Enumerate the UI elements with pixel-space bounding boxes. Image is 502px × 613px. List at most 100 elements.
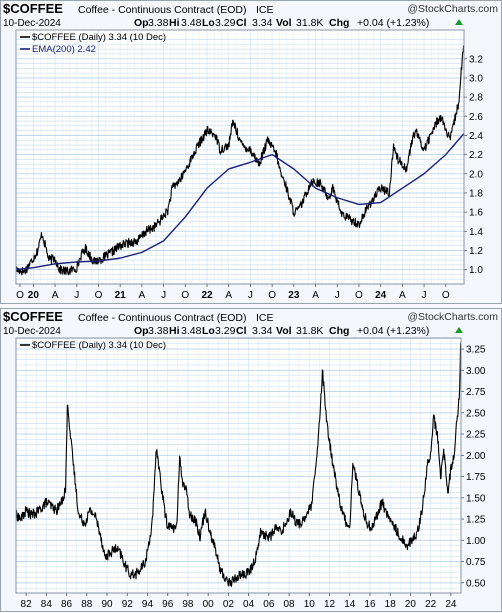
quote-label-vol: Vol xyxy=(276,325,292,337)
quote-label-op: Op xyxy=(134,325,149,337)
x-tick-label: 16 xyxy=(364,599,376,610)
x-tick-label: 92 xyxy=(122,599,134,610)
y-tick-label: 1.2 xyxy=(469,246,483,257)
y-tick-label: 2.50 xyxy=(466,408,486,419)
y-tick-label: 3.00 xyxy=(466,366,486,377)
x-tick-label: 84 xyxy=(41,599,53,610)
x-tick-label: 06 xyxy=(263,599,275,610)
quote-label-op: Op xyxy=(134,17,149,29)
quote-label-hi: Hi xyxy=(169,17,180,29)
price-chart-long-term: $COFFEE Coffee - Continuous Contract (EOD… xyxy=(0,308,502,612)
chart-watermark: @StockCharts.com xyxy=(407,311,498,323)
y-tick-label: 1.0 xyxy=(469,265,483,276)
quote-label-hi: Hi xyxy=(169,325,180,337)
quote-label-lo: Lo xyxy=(202,325,215,337)
x-tick-label: J xyxy=(422,290,427,301)
x-tick-label: 02 xyxy=(223,599,235,610)
y-tick-label: 1.4 xyxy=(469,227,483,238)
quote-value-lo: 3.29 xyxy=(215,325,236,337)
y-tick-label: 0.50 xyxy=(466,578,486,589)
x-tick-label: 23 xyxy=(288,290,300,301)
quote-value-vol: 31.8K xyxy=(296,17,323,29)
x-tick-label: A xyxy=(139,290,146,301)
quote-value-hi: 3.48 xyxy=(181,17,202,29)
x-tick-label: O xyxy=(355,290,363,301)
y-tick-label: 1.6 xyxy=(469,208,483,219)
y-tick-label: 2.75 xyxy=(466,387,486,398)
quote-value-op: 3.38 xyxy=(148,325,169,337)
price-series-line xyxy=(15,341,462,587)
chg-up-icon xyxy=(455,19,463,25)
x-tick-label: 24 xyxy=(445,599,457,610)
plot-border xyxy=(15,29,465,285)
price-series-line xyxy=(15,45,465,276)
x-tick-label: 88 xyxy=(81,599,93,610)
x-tick-label: 20 xyxy=(28,290,40,301)
y-tick-label: 3.0 xyxy=(469,73,483,84)
x-tick-label: 94 xyxy=(142,599,154,610)
quote-label-vol: Vol xyxy=(276,17,292,29)
y-tick-label: 0.75 xyxy=(466,557,486,568)
chart-exchange: ICE xyxy=(256,312,274,324)
x-tick-label: 00 xyxy=(203,599,215,610)
ema-series-line xyxy=(15,133,465,271)
chg-up-icon xyxy=(455,327,463,333)
x-tick-label: O xyxy=(268,290,276,301)
plot-border xyxy=(15,337,462,594)
x-tick-label: J xyxy=(248,290,253,301)
x-tick-label: A xyxy=(399,290,406,301)
quote-value-lo: 3.29 xyxy=(215,17,236,29)
quote-label-lo: Lo xyxy=(202,17,215,29)
x-tick-label: 24 xyxy=(375,290,387,301)
legend-label: $COFFEE (Daily) 3.34 (10 Dec) xyxy=(32,340,166,351)
quote-label-cl: Cl xyxy=(236,325,247,337)
x-tick-label: O xyxy=(16,290,24,301)
quote-value-vol: 31.8K xyxy=(296,325,323,337)
chart-date: 10-Dec-2024 xyxy=(3,18,61,29)
x-tick-label: 22 xyxy=(201,290,213,301)
x-tick-label: J xyxy=(161,290,166,301)
x-tick-label: J xyxy=(74,290,79,301)
x-tick-label: J xyxy=(335,290,340,301)
quote-label-chg: Chg xyxy=(329,17,349,29)
y-tick-label: 2.2 xyxy=(469,150,483,161)
x-tick-label: O xyxy=(442,290,450,301)
x-tick-label: 22 xyxy=(425,599,437,610)
x-tick-label: O xyxy=(181,290,189,301)
price-chart-daily: $COFFEE Coffee - Continuous Contract (EOD… xyxy=(0,0,502,304)
chart-watermark: @StockCharts.com xyxy=(407,3,498,15)
quote-value-cl: 3.34 xyxy=(252,325,273,337)
x-tick-label: A xyxy=(225,290,232,301)
y-tick-label: 3.2 xyxy=(469,54,483,65)
x-tick-label: A xyxy=(312,290,319,301)
y-tick-label: 1.50 xyxy=(466,493,486,504)
y-tick-label: 2.25 xyxy=(466,430,486,441)
quote-value-op: 3.38 xyxy=(148,17,169,29)
chart-symbol: $COFFEE xyxy=(3,309,63,324)
x-tick-label: 08 xyxy=(284,599,296,610)
x-tick-label: 14 xyxy=(344,599,356,610)
legend-label: $COFFEE (Daily) 3.34 (10 Dec) xyxy=(32,32,166,43)
y-tick-label: 1.25 xyxy=(466,515,486,526)
quote-value-cl: 3.34 xyxy=(252,17,273,29)
y-tick-label: 2.0 xyxy=(469,169,483,180)
chart-title: Coffee - Continuous Contract (EOD) xyxy=(78,4,246,16)
x-tick-label: 82 xyxy=(21,599,33,610)
y-tick-label: 2.8 xyxy=(469,93,483,104)
x-tick-label: 04 xyxy=(243,599,255,610)
chart-title: Coffee - Continuous Contract (EOD) xyxy=(78,312,246,324)
x-tick-label: 21 xyxy=(115,290,127,301)
quote-label-cl: Cl xyxy=(236,17,247,29)
plot-area xyxy=(16,30,464,284)
quote-value-chg: +0.04 (+1.23%) xyxy=(357,17,429,29)
x-tick-label: 18 xyxy=(385,599,397,610)
x-tick-label: 98 xyxy=(182,599,194,610)
legend-label: EMA(200) 2.42 xyxy=(32,44,96,55)
x-tick-label: A xyxy=(52,290,59,301)
x-tick-label: 90 xyxy=(101,599,113,610)
chart-symbol: $COFFEE xyxy=(3,1,63,16)
x-tick-label: 10 xyxy=(304,599,316,610)
x-tick-label: 96 xyxy=(162,599,174,610)
y-tick-label: 1.75 xyxy=(466,472,486,483)
x-tick-label: 86 xyxy=(61,599,73,610)
